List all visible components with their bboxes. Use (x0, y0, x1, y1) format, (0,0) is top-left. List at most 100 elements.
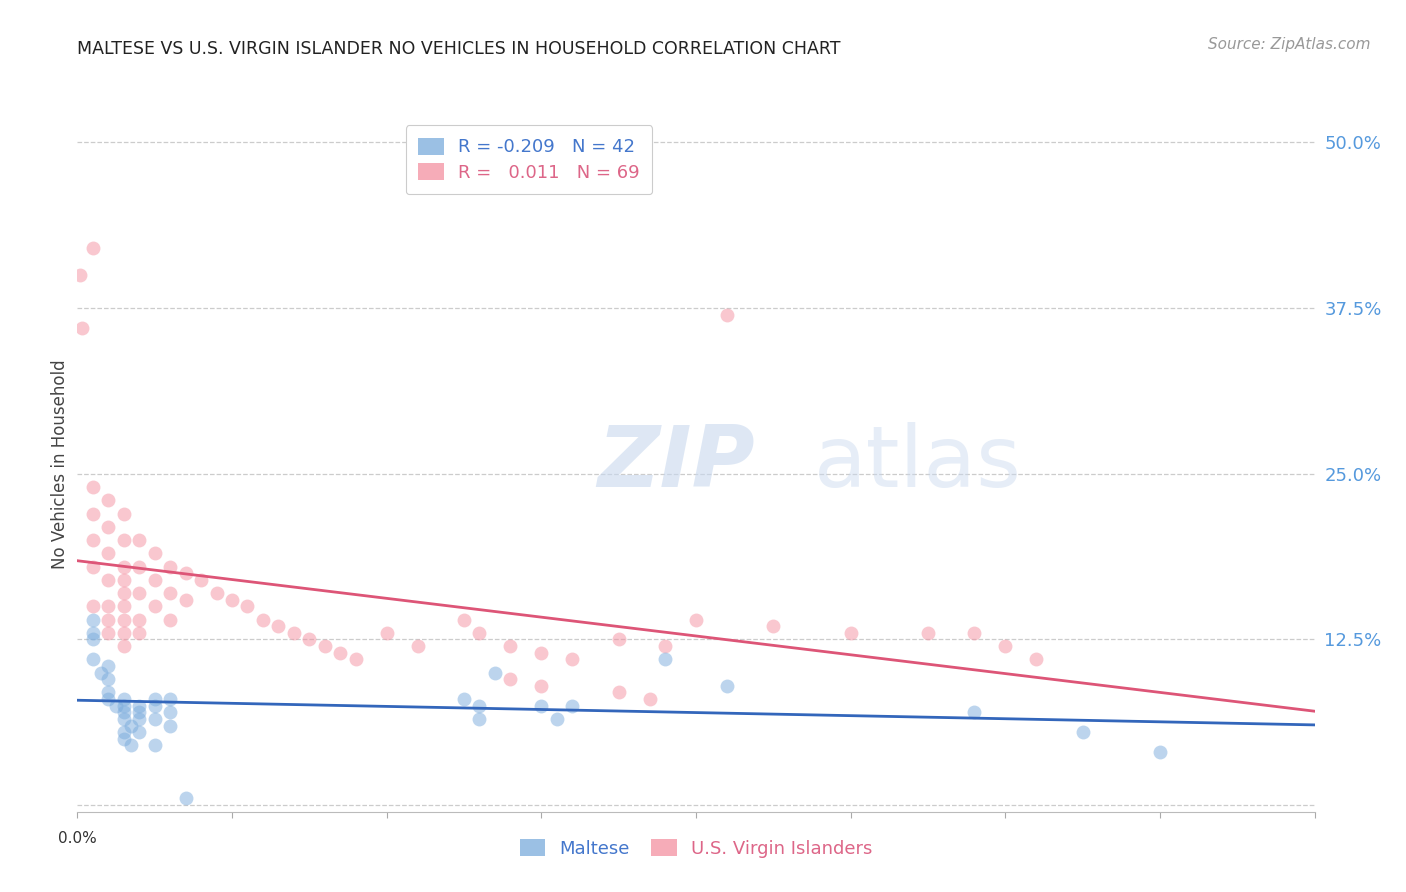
Point (190, 573, 212, 587)
Point (1071, 725, 1094, 739)
Point (143, 712, 166, 726)
Point (112, 533, 135, 547)
Point (839, 625, 862, 640)
Point (112, 613, 135, 627)
Point (143, 546, 166, 560)
Point (159, 718, 181, 732)
Point (128, 712, 150, 726)
Point (484, 665, 506, 680)
Point (128, 533, 150, 547)
Point (112, 625, 135, 640)
Point (963, 706, 986, 720)
Point (82, 652, 104, 666)
Point (159, 706, 181, 720)
Point (314, 639, 336, 653)
Point (112, 599, 135, 614)
Point (82, 559, 104, 574)
Point (406, 639, 429, 653)
Point (112, 573, 135, 587)
Point (112, 586, 135, 600)
Point (97, 672, 120, 686)
Text: 0.0%: 0.0% (58, 831, 97, 847)
Point (468, 712, 491, 726)
Point (128, 698, 150, 713)
Point (607, 632, 630, 647)
Point (97, 613, 120, 627)
Point (82, 507, 104, 521)
Point (499, 672, 522, 686)
Point (143, 739, 166, 753)
Text: atlas: atlas (814, 422, 1022, 506)
Point (298, 632, 321, 647)
Point (105, 698, 127, 713)
Point (128, 613, 150, 627)
Point (917, 625, 939, 640)
Text: Source: ZipAtlas.com: Source: ZipAtlas.com (1208, 37, 1371, 53)
Point (128, 706, 150, 720)
Point (468, 698, 491, 713)
Point (963, 625, 986, 640)
Point (82, 480, 104, 494)
Point (112, 639, 135, 653)
Point (97, 573, 120, 587)
Point (159, 559, 181, 574)
Point (375, 625, 398, 640)
Y-axis label: No Vehicles in Household: No Vehicles in Household (51, 359, 69, 569)
Point (205, 586, 228, 600)
Point (453, 692, 475, 706)
Point (128, 625, 150, 640)
Point (112, 559, 135, 574)
Point (143, 573, 166, 587)
Point (762, 619, 785, 633)
Point (112, 698, 135, 713)
Point (69, 268, 91, 282)
Point (143, 599, 166, 614)
Point (654, 652, 676, 666)
Point (97, 546, 120, 560)
Point (638, 692, 661, 706)
Point (174, 566, 197, 581)
Point (82, 613, 104, 627)
Point (267, 619, 290, 633)
Point (82, 533, 104, 547)
Point (561, 652, 583, 666)
Point (97, 599, 120, 614)
Point (97, 520, 120, 534)
Point (716, 679, 738, 693)
Point (499, 639, 522, 653)
Point (159, 586, 181, 600)
Point (97, 659, 120, 673)
Point (128, 559, 150, 574)
Point (121, 739, 143, 753)
Text: MALTESE VS U.S. VIRGIN ISLANDER NO VEHICLES IN HOUSEHOLD CORRELATION CHART: MALTESE VS U.S. VIRGIN ISLANDER NO VEHIC… (77, 40, 841, 58)
Point (283, 625, 305, 640)
Point (530, 698, 553, 713)
Point (607, 685, 630, 699)
Point (128, 725, 150, 739)
Point (82, 632, 104, 647)
Point (128, 586, 150, 600)
Point (82, 599, 104, 614)
Point (143, 692, 166, 706)
Point (561, 698, 583, 713)
Point (82, 625, 104, 640)
Legend: Maltese, U.S. Virgin Islanders: Maltese, U.S. Virgin Islanders (509, 829, 883, 869)
Point (121, 718, 143, 732)
Point (654, 639, 676, 653)
Point (97, 625, 120, 640)
Point (159, 692, 181, 706)
Point (994, 639, 1017, 653)
Point (1149, 745, 1171, 759)
Point (685, 613, 707, 627)
Point (329, 646, 352, 660)
Point (546, 712, 568, 726)
Point (530, 679, 553, 693)
Point (112, 725, 135, 739)
Point (236, 599, 259, 614)
Point (82, 242, 104, 256)
Point (716, 308, 738, 322)
Point (97, 685, 120, 699)
Point (252, 613, 274, 627)
Point (174, 592, 197, 607)
Point (112, 706, 135, 720)
